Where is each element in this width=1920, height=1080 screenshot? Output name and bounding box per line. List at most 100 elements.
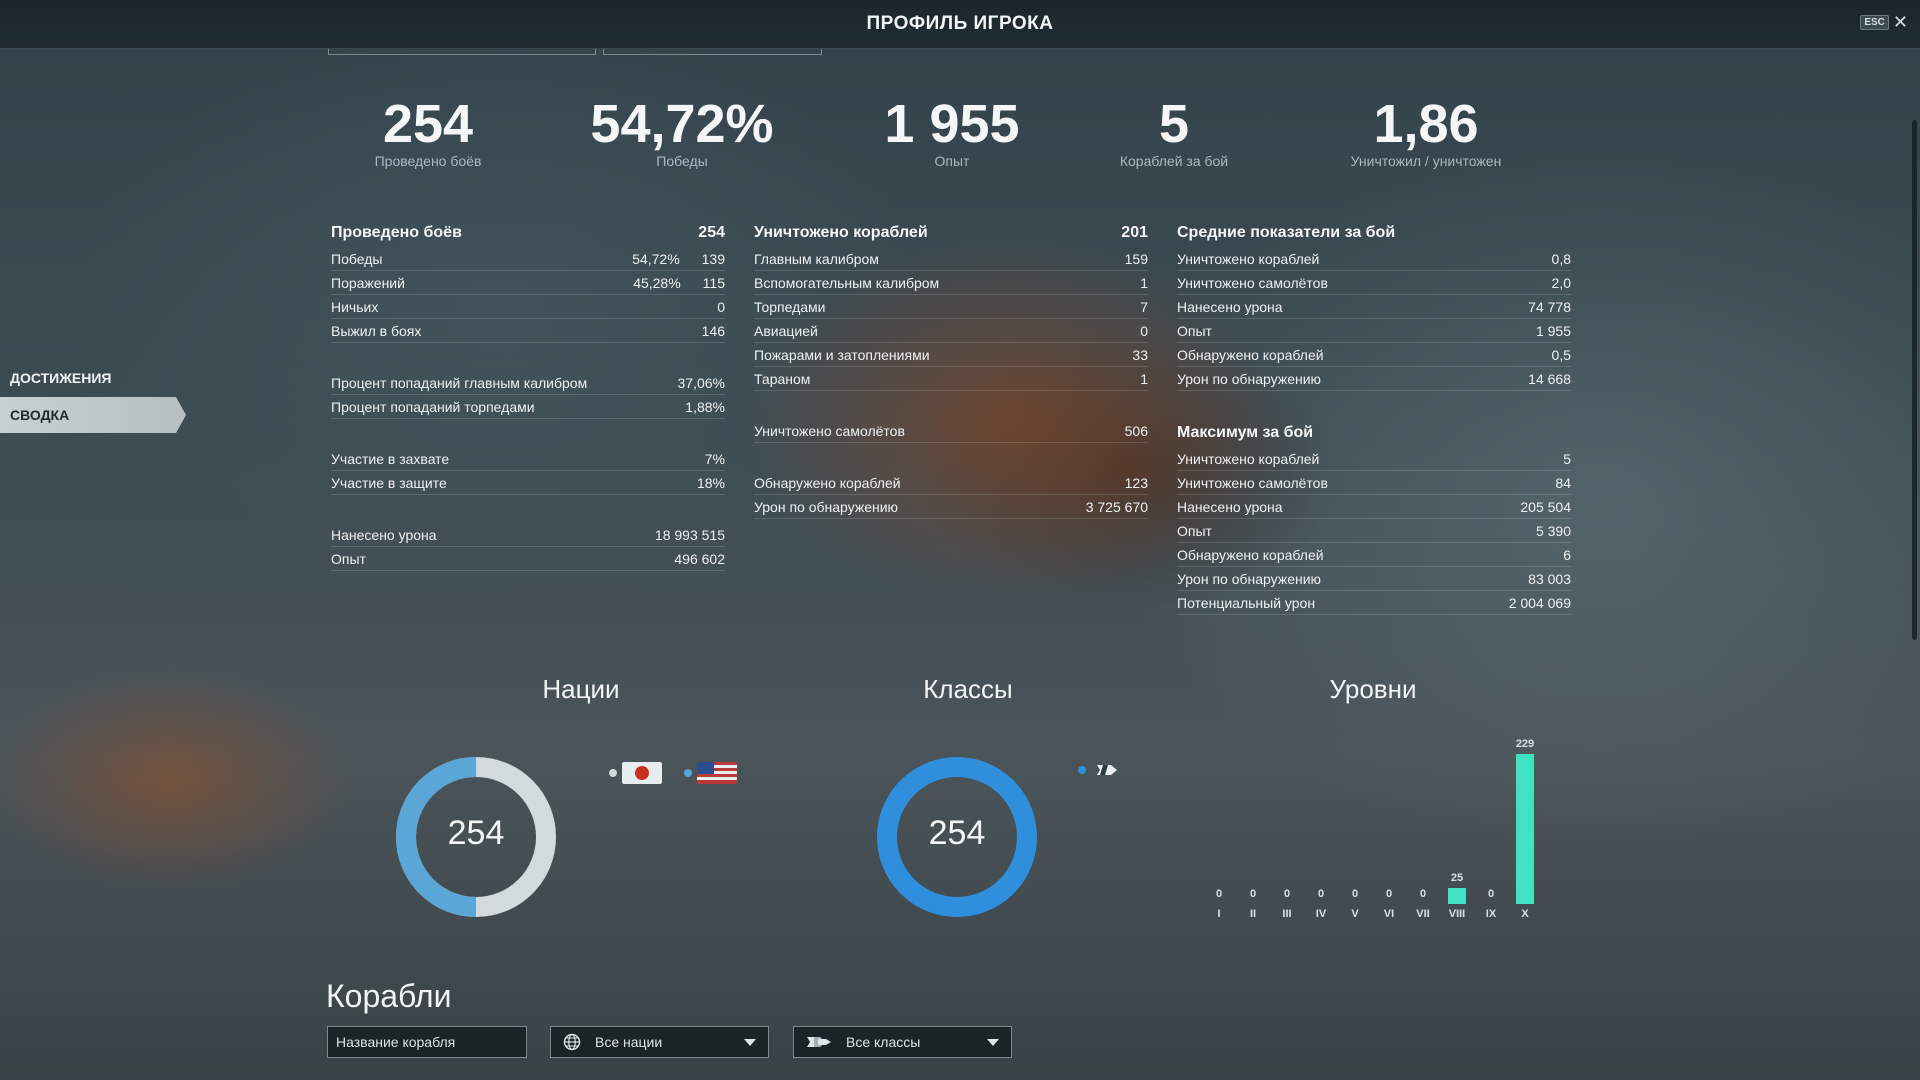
stat-label: Потенциальный урон — [1177, 594, 1316, 611]
tier-value-II: 0 — [1249, 888, 1257, 900]
tier-value-VII: 0 — [1419, 888, 1427, 900]
classes-donut[interactable] — [875, 755, 1039, 919]
main-hit-label: Процент попаданий главным калибром — [331, 374, 588, 391]
legend-dot-battleship — [1078, 766, 1086, 774]
capture-label: Участие в захвате — [331, 450, 450, 467]
close-button[interactable]: ESC ✕ — [1860, 13, 1908, 31]
tab-stub-right[interactable] — [603, 49, 822, 55]
battles-column: Проведено боёв 254 Победы 54,72% 139 Пора… — [331, 219, 725, 571]
stat-value: 0,5 — [1551, 346, 1571, 363]
summary-battles-value: 254 — [382, 94, 474, 154]
classes-title: Классы — [923, 674, 1013, 704]
stat-row: Нанесено урона 18 993 515 — [331, 523, 725, 547]
damage-label: Нанесено урона — [331, 526, 437, 543]
scrollbar[interactable] — [1912, 120, 1917, 640]
stat-value: 6 — [1563, 546, 1571, 563]
stat-row: Уничтожено кораблей 0,8 — [1177, 247, 1571, 271]
tier-label-III: III — [1282, 908, 1292, 920]
stat-label: Уничтожено кораблей — [1177, 250, 1320, 267]
stat-value: 7 — [1140, 298, 1148, 315]
stat-row: Обнаружено кораблей 0,5 — [1177, 343, 1571, 367]
stat-row: Процент попаданий главным калибром 37,06… — [331, 371, 725, 395]
legend-dot-japan — [609, 769, 617, 777]
tier-value-IV: 0 — [1317, 888, 1325, 900]
stat-row: Ничьих 0 — [331, 295, 725, 319]
class-filter-value: Все классы — [846, 1034, 921, 1050]
stat-row: Урон по обнаружению 83 003 — [1177, 567, 1571, 591]
stat-row: Опыт 496 602 — [331, 547, 725, 571]
classes-ring-segment — [877, 757, 1037, 917]
stat-label: Торпедами — [754, 298, 826, 315]
stat-label: Главным калибром — [754, 250, 879, 267]
stat-row: Уничтожено самолётов 2,0 — [1177, 271, 1571, 295]
tab-stub-left[interactable] — [328, 49, 596, 55]
nav-summary[interactable]: СВОДКА — [0, 397, 186, 433]
average-column: Средние показатели за бой Уничтожено кор… — [1177, 219, 1571, 615]
nations-donut-total: 254 — [447, 814, 505, 852]
summary-kd: 1,86 Уничтожил / уничтожен — [1306, 95, 1546, 169]
nation-filter-value: Все нации — [595, 1034, 663, 1050]
stat-label: Нанесено урона — [1177, 498, 1283, 515]
summary-battles: 254 Проведено боёв — [308, 95, 548, 169]
stat-label: Нанесено урона — [1177, 298, 1283, 315]
stat-label: Уничтожено самолётов — [1177, 474, 1328, 491]
battles-header: Проведено боёв 254 — [331, 219, 725, 247]
stat-row: Опыт 5 390 — [1177, 519, 1571, 543]
torp-hit-label: Процент попаданий торпедами — [331, 398, 535, 415]
ships-title: Корабли — [326, 978, 452, 1014]
japan-flag-icon[interactable] — [622, 762, 662, 784]
stat-row: Поражений 45,28% 115 — [331, 271, 725, 295]
wins-label: Победы — [331, 250, 383, 267]
summary-kd-value: 1,86 — [1373, 94, 1479, 154]
stat-row: Вспомогательным калибром 1 — [754, 271, 1148, 295]
tier-label-IV: IV — [1315, 908, 1327, 920]
stat-value: 83 003 — [1528, 570, 1571, 587]
nav-achievements[interactable]: ДОСТИЖЕНИЯ — [10, 370, 112, 386]
tier-value-VI: 0 — [1385, 888, 1393, 900]
nations-ring-segment — [396, 757, 556, 917]
stat-row: Обнаружено кораблей 6 — [1177, 543, 1571, 567]
losses-label: Поражений — [331, 274, 405, 291]
tier-label-I: I — [1217, 908, 1221, 920]
xp-label: Опыт — [331, 550, 366, 567]
stat-value: 0 — [1140, 322, 1148, 339]
battles-total: 254 — [698, 224, 725, 241]
window-title: ПРОФИЛЬ ИГРОКА — [866, 13, 1054, 34]
draws-label: Ничьих — [331, 298, 379, 315]
tier-label-VI: VI — [1383, 908, 1395, 920]
tier-label-V: V — [1351, 908, 1359, 920]
capture-value: 7% — [704, 450, 725, 467]
stat-row: Выжил в боях 146 — [331, 319, 725, 343]
stat-row: Участие в защите 18% — [331, 471, 725, 495]
nation-filter-dropdown[interactable]: Все нации — [550, 1026, 769, 1058]
destroyed-total: 201 — [1121, 224, 1148, 241]
tier-label-II: II — [1249, 908, 1257, 920]
ship-name-input[interactable]: Название корабля — [327, 1026, 527, 1058]
stat-row: Победы 54,72% 139 — [331, 247, 725, 271]
stat-label: Авиацией — [754, 322, 818, 339]
class-filter-dropdown[interactable]: Все классы — [793, 1026, 1012, 1058]
spotted-label: Обнаружено кораблей — [754, 474, 901, 491]
tier-value-III: 0 — [1283, 888, 1291, 900]
stat-value: 84 — [1555, 474, 1571, 491]
maximum-header: Максимум за бой — [1177, 419, 1571, 447]
nations-donut[interactable] — [394, 755, 558, 919]
nations-title: Нации — [542, 674, 620, 704]
usa-flag-icon[interactable] — [697, 762, 737, 784]
stat-row: Нанесено урона 205 504 — [1177, 495, 1571, 519]
stat-label: Опыт — [1177, 322, 1212, 339]
stat-label: Опыт — [1177, 522, 1212, 539]
chevron-down-icon — [744, 1039, 756, 1046]
stat-value: 205 504 — [1520, 498, 1571, 515]
summary-ships-per-battle: 5 Кораблей за бой — [1054, 95, 1294, 169]
spot-dmg-value: 3 725 670 — [1085, 498, 1148, 515]
classes-donut-total: 254 — [928, 814, 986, 852]
tier-label-IX: IX — [1485, 908, 1497, 920]
stat-row: Урон по обнаружению 14 668 — [1177, 367, 1571, 391]
tier-label-VII: VII — [1416, 908, 1430, 920]
stat-row: Потенциальный урон 2 004 069 — [1177, 591, 1571, 615]
torp-hit-value: 1,88% — [685, 398, 725, 415]
battleship-class-icon[interactable] — [1096, 762, 1118, 778]
defense-value: 18% — [696, 474, 725, 491]
stat-value: 1 — [1140, 274, 1148, 291]
